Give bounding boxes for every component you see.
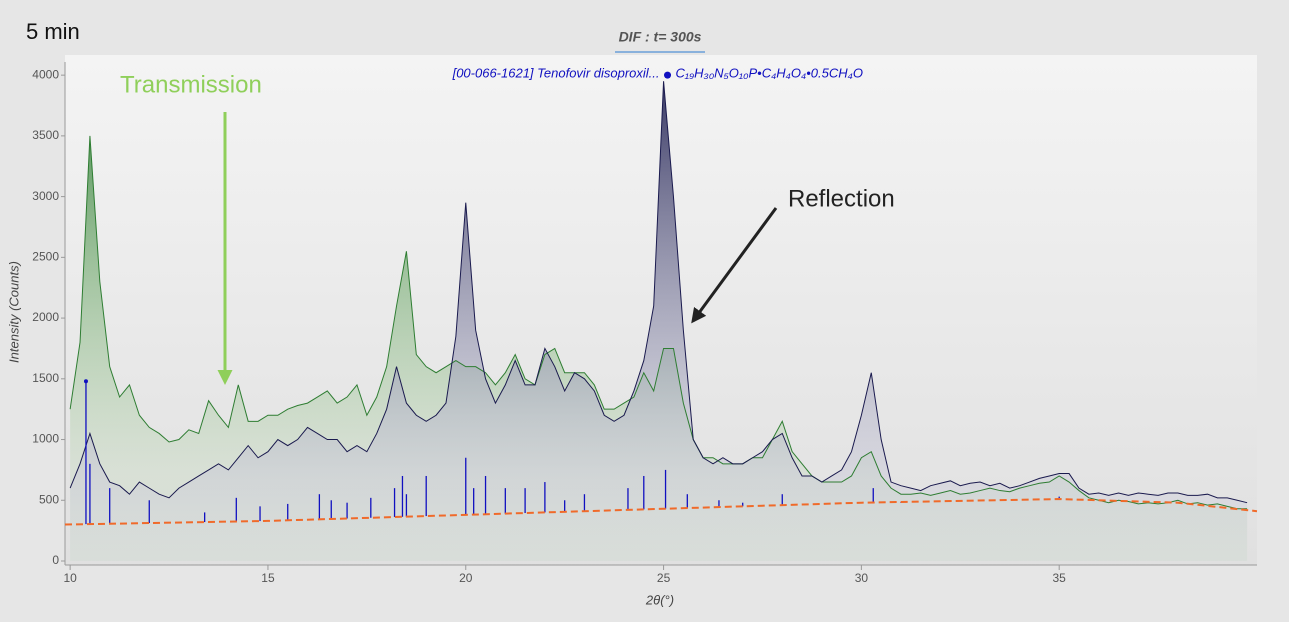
corner-label: 5 min (26, 19, 80, 44)
chart-title: DIF : t= 300s (619, 29, 702, 45)
y-tick-label: 500 (39, 492, 59, 506)
y-tick-label: 4000 (32, 67, 59, 81)
x-axis-label: 2θ(°) (645, 592, 674, 607)
y-tick-label: 1000 (32, 432, 59, 446)
annotation: Reflection (788, 185, 895, 212)
x-tick-label: 25 (657, 571, 671, 585)
reference-peak-dot (664, 71, 672, 79)
y-tick-label: 3000 (32, 189, 59, 203)
series-line (69, 81, 1248, 504)
y-axis-label: Intensity (Counts) (6, 261, 21, 363)
x-tick-label: 30 (855, 571, 869, 585)
reference-formula: C₁₉H₃₀N₅O₁₀P•C₄H₄O₄•0.5CH₄O (676, 66, 863, 81)
x-tick-label: 15 (261, 571, 275, 585)
plot: 0 500 1000 1500 2000 2500 3000 3500 4000 10 15 20 25… (32, 62, 1258, 585)
y-tick-label: 1500 (32, 371, 59, 385)
x-tick-label: 20 (459, 571, 473, 585)
x-tick-label: 35 (1053, 571, 1067, 585)
series-line (69, 135, 1248, 510)
y-tick-label: 2000 (32, 310, 59, 324)
y-tick-label: 3500 (32, 128, 59, 142)
annotation: Transmission (120, 71, 262, 98)
background-line (64, 498, 1258, 526)
reference-dot (83, 379, 88, 384)
reference-name: [00-066-1621] Tenofovir disoproxil... (452, 66, 660, 81)
y-tick-label: 2500 (32, 250, 59, 264)
annotation-arrow (691, 207, 778, 324)
x-tick-label: 10 (63, 571, 77, 585)
y-tick-label: 0 (52, 553, 59, 567)
series-area (70, 81, 1248, 561)
